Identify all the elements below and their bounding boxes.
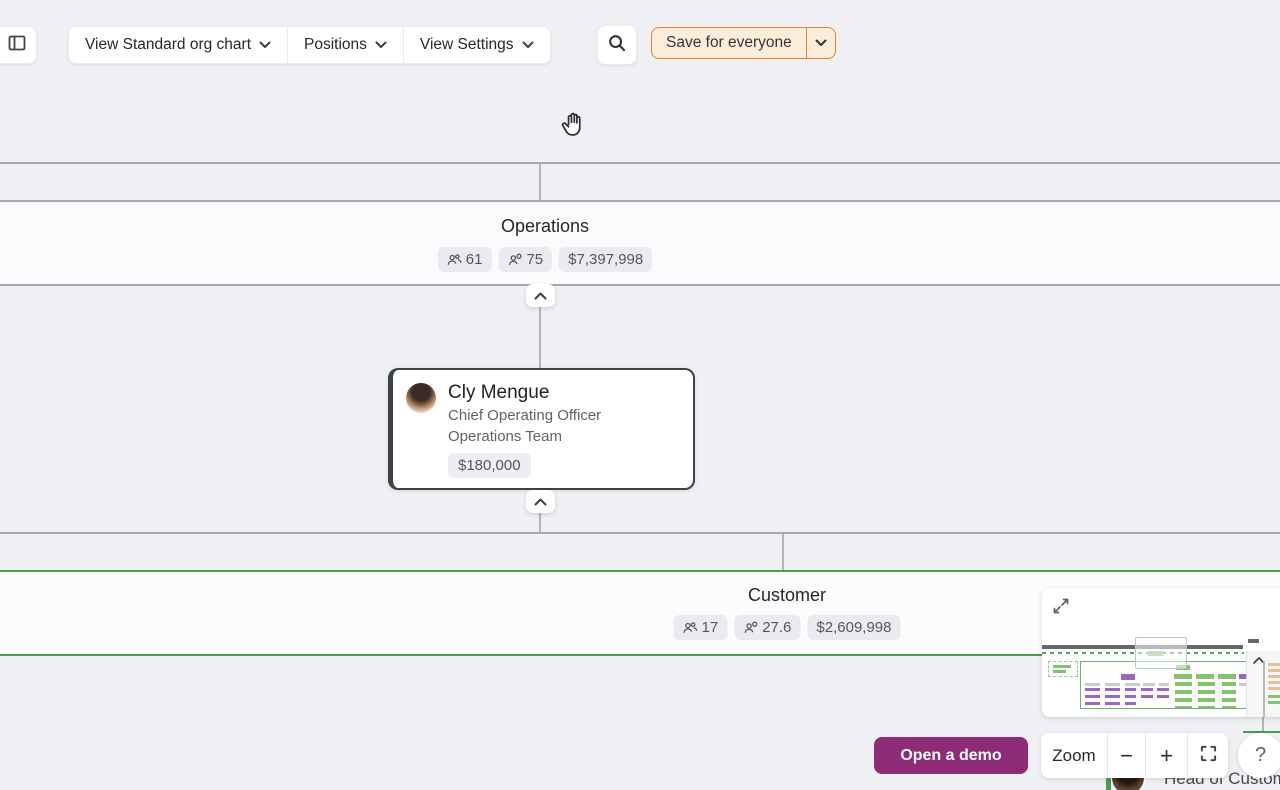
- minimap-band: [1248, 639, 1259, 643]
- chart-toolbar: View Standard org chart Positions View S…: [68, 26, 551, 64]
- operations-band-stats: 61 75 $7,397,998: [437, 247, 653, 272]
- connector-line: [0, 162, 1280, 164]
- collapse-card-button[interactable]: [526, 490, 555, 513]
- customer-band-title: Customer: [747, 585, 827, 605]
- person-circle-icon: [743, 621, 758, 634]
- operations-band-title: Operations: [500, 216, 590, 236]
- card-accent-bar: [1106, 774, 1111, 790]
- view-settings-dropdown[interactable]: View Settings: [402, 27, 550, 63]
- connector-line: [0, 532, 1280, 534]
- connector-line: [539, 164, 541, 200]
- zoom-label: Zoom: [1052, 745, 1096, 765]
- sidebar-toggle-button[interactable]: [0, 26, 37, 64]
- save-split-button: Save for everyone: [651, 27, 836, 59]
- chevron-down-icon: [815, 34, 827, 52]
- sidebar-layout-icon: [7, 33, 27, 58]
- view-chart-dropdown[interactable]: View Standard org chart: [69, 27, 287, 63]
- connector-line: [782, 534, 784, 570]
- fte-badge: 27.6: [734, 615, 801, 640]
- people-icon: [683, 621, 698, 634]
- employee-name: Cly Mengue: [448, 382, 550, 403]
- search-icon: [607, 33, 627, 58]
- help-button[interactable]: ?: [1238, 733, 1280, 778]
- positions-dropdown[interactable]: Positions: [287, 27, 403, 63]
- save-options-arrow[interactable]: [805, 28, 835, 58]
- fte-badge: 75: [498, 247, 553, 272]
- chevron-down-icon: [375, 36, 387, 54]
- zoom-out-button[interactable]: −: [1107, 733, 1145, 778]
- customer-band-stats: 17 27.6 $2,609,998: [673, 615, 901, 640]
- avatar: [406, 383, 436, 413]
- headcount-badge: 17: [673, 615, 728, 640]
- minimap[interactable]: [1042, 588, 1280, 717]
- save-for-everyone-button[interactable]: Save for everyone: [666, 34, 792, 51]
- employee-team: Operations Team: [448, 428, 562, 445]
- chevron-up-icon: [534, 287, 547, 305]
- fullscreen-icon: [1199, 744, 1218, 768]
- headcount-badge: 61: [437, 247, 492, 272]
- hand-cursor-icon: [558, 110, 586, 145]
- people-icon: [447, 253, 462, 266]
- connector-line: [539, 513, 541, 532]
- person-circle-icon: [507, 253, 522, 266]
- operations-band[interactable]: [0, 200, 1280, 286]
- collapse-operations-button[interactable]: [526, 284, 555, 307]
- chevron-up-icon: [1252, 652, 1266, 670]
- search-button[interactable]: [597, 25, 637, 65]
- salary-badge: $180,000: [448, 453, 531, 478]
- minimap-viewport[interactable]: [1135, 637, 1187, 669]
- chevron-up-icon: [534, 493, 547, 511]
- zoom-in-button[interactable]: +: [1145, 733, 1187, 778]
- connector-line: [1243, 731, 1280, 733]
- budget-badge: $7,397,998: [559, 247, 653, 272]
- employee-card-cly-mengue[interactable]: Cly Mengue Chief Operating Officer Opera…: [388, 368, 695, 490]
- zoom-toolbar: Zoom − +: [1041, 733, 1228, 778]
- budget-badge: $2,609,998: [807, 615, 901, 640]
- expand-minimap-icon[interactable]: [1050, 595, 1072, 622]
- connector-line: [539, 307, 541, 368]
- open-demo-button[interactable]: Open a demo: [874, 737, 1028, 774]
- employee-role: Chief Operating Officer: [448, 407, 602, 424]
- chevron-down-icon: [522, 36, 534, 54]
- minimap-group: [1048, 661, 1078, 677]
- minimap-side-panel: [1246, 650, 1280, 717]
- fullscreen-button[interactable]: [1187, 733, 1228, 778]
- chevron-down-icon: [259, 36, 271, 54]
